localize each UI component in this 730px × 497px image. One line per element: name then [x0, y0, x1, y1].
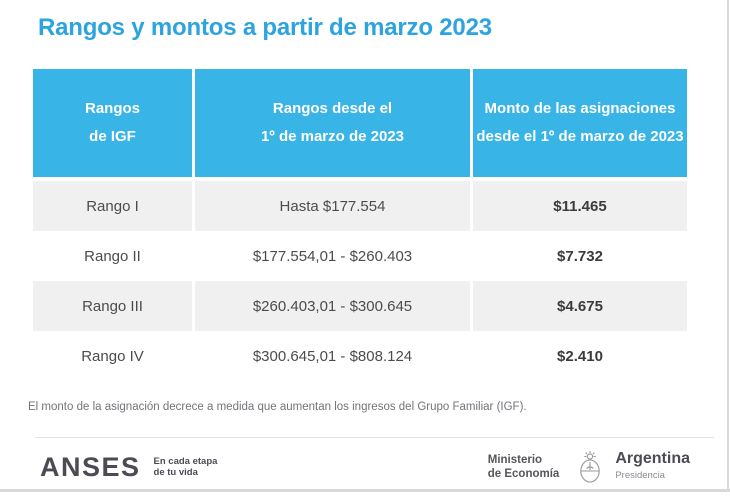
cell-rango: Rango III [33, 281, 195, 331]
table-row: Rango III $260.403,01 - $300.645 $4.675 [33, 281, 687, 331]
header-line: de IGF [89, 128, 136, 145]
ministry-line1: Ministerio [487, 454, 543, 466]
anses-tagline-line2: de tu vida [153, 467, 198, 478]
table-body: Rango I Hasta $177.554 $11.465 Rango II … [33, 181, 687, 381]
government-logo-group: Ministerio de Economía Argentina Preside… [488, 450, 690, 484]
table-header-rangos-igf: Rangos de IGF [33, 69, 195, 177]
table-row: Rango II $177.554,01 - $260.403 $7.732 [33, 231, 687, 281]
cell-rango-igf: Hasta $177.554 [195, 181, 473, 231]
anses-logo: ANSES En cada etapa de tu vida [40, 452, 217, 483]
screenshot-right-edge [727, 0, 729, 490]
cell-rango: Rango IV [33, 331, 195, 381]
argentina-logo-text: Argentina Presidencia [615, 451, 690, 483]
ministry-line2: de Economía [487, 468, 560, 480]
header-line: Monto de las asignaciones [484, 100, 676, 117]
presidencia-label: Presidencia [615, 470, 665, 481]
cell-monto: $7.732 [557, 247, 603, 265]
cell-rango: Rango I [33, 181, 195, 231]
anses-tagline-line1: En cada etapa [153, 455, 218, 467]
cell-rango-igf: $260.403,01 - $300.645 [195, 281, 473, 331]
cell-monto: $4.675 [557, 297, 603, 315]
table-header-rangos-desde: Rangos desde el 1º de marzo de 2023 [195, 69, 473, 177]
argentina-label: Argentina [615, 450, 690, 467]
footnote-text: El monto de la asignación decrece a medi… [28, 401, 527, 413]
table-header-monto: Monto de las asignaciones desde el 1º de… [473, 69, 687, 177]
anses-tagline: En cada etapa de tu vida [154, 456, 218, 479]
table-header-row: Rangos de IGF Rangos desde el 1º de marz… [33, 69, 687, 177]
cell-rango: Rango II [33, 231, 195, 281]
page-title: Rangos y montos a partir de marzo 2023 [38, 14, 492, 41]
table-row: Rango IV $300.645,01 - $808.124 $2.410 [33, 331, 687, 381]
rates-table: Rangos de IGF Rangos desde el 1º de marz… [33, 69, 687, 381]
footer-divider [35, 437, 714, 438]
header-line: Rangos [84, 100, 140, 117]
screenshot-bottom-edge [0, 489, 730, 492]
table-row: Rango I Hasta $177.554 $11.465 [33, 181, 687, 231]
cell-rango-igf: $177.554,01 - $260.403 [195, 231, 473, 281]
ministry-label: Ministerio de Economía [488, 453, 560, 481]
header-line: desde el 1º de marzo de 2023 [476, 128, 684, 145]
footer: ANSES En cada etapa de tu vida Ministeri… [40, 448, 690, 486]
cell-monto: $11.465 [553, 197, 607, 215]
cell-monto: $2.410 [557, 347, 603, 365]
cell-rango-igf: $300.645,01 - $808.124 [195, 331, 473, 381]
argentina-coat-of-arms-icon [580, 451, 601, 483]
header-line: Rangos desde el [272, 100, 393, 117]
header-line: 1º de marzo de 2023 [260, 128, 405, 145]
anses-wordmark: ANSES [40, 451, 141, 482]
